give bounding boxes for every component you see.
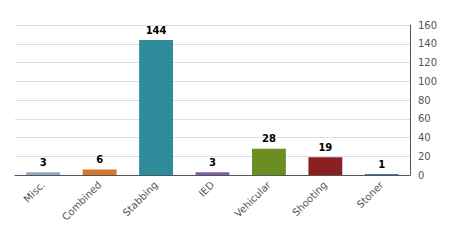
- svg-text:160: 160: [418, 20, 437, 31]
- svg-text:3: 3: [40, 157, 47, 168]
- svg-text:3: 3: [209, 157, 216, 168]
- svg-text:Misc.: Misc.: [21, 179, 47, 205]
- svg-text:20: 20: [418, 151, 431, 162]
- svg-text:Stabbing: Stabbing: [121, 179, 160, 218]
- svg-text:Shooting: Shooting: [290, 179, 329, 218]
- svg-text:Stoner: Stoner: [355, 178, 387, 210]
- svg-text:40: 40: [418, 132, 431, 143]
- svg-text:0: 0: [418, 170, 424, 181]
- svg-text:1: 1: [378, 159, 385, 170]
- svg-text:100: 100: [418, 76, 437, 87]
- svg-text:144: 144: [146, 25, 167, 36]
- svg-text:Vehicular: Vehicular: [232, 178, 273, 219]
- svg-text:28: 28: [262, 133, 276, 144]
- svg-text:IED: IED: [197, 179, 217, 199]
- svg-text:6: 6: [96, 154, 103, 165]
- svg-text:Combined: Combined: [60, 179, 104, 223]
- svg-text:80: 80: [418, 95, 431, 106]
- svg-text:140: 140: [418, 38, 437, 49]
- svg-text:60: 60: [418, 113, 431, 124]
- svg-text:120: 120: [418, 57, 437, 68]
- svg-text:19: 19: [318, 142, 332, 153]
